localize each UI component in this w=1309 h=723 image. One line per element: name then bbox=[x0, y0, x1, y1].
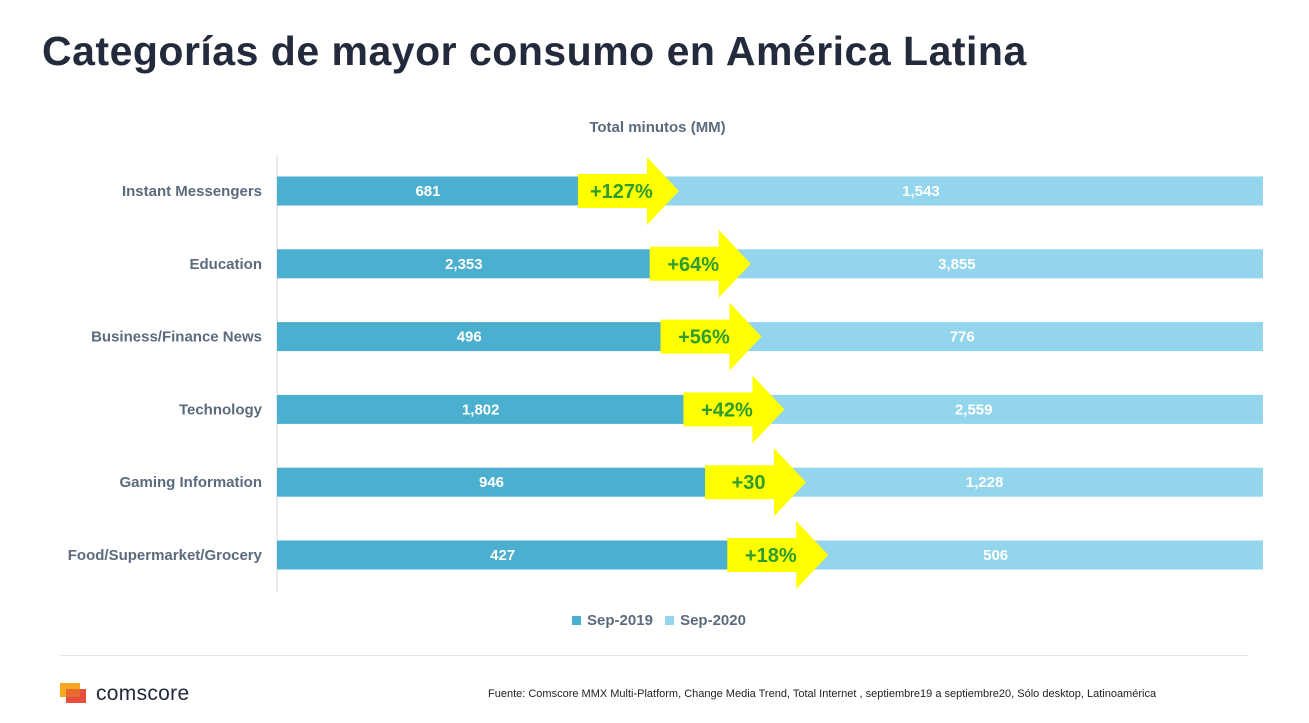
footer-divider bbox=[60, 655, 1248, 656]
value-label-sep-2020-business-finance-news: 776 bbox=[950, 329, 975, 346]
bar-sep-2020-education bbox=[650, 249, 1263, 279]
legend-label-sep-2020: Sep-2020 bbox=[680, 612, 746, 629]
bar-sep-2019-technology bbox=[277, 394, 685, 424]
growth-arrow-instant-messengers bbox=[577, 157, 679, 225]
growth-label-gaming-information: +30 bbox=[732, 472, 766, 494]
value-label-sep-2019-food-supermarket-grocery: 427 bbox=[490, 547, 515, 564]
category-label-instant-messengers: Instant Messengers bbox=[122, 183, 262, 200]
value-label-sep-2020-food-supermarket-grocery: 506 bbox=[983, 547, 1008, 564]
value-label-sep-2019-education: 2,353 bbox=[445, 256, 483, 273]
value-label-sep-2020-education: 3,855 bbox=[938, 256, 976, 273]
growth-label-food-supermarket-grocery: +18% bbox=[745, 545, 797, 567]
growth-arrow-business-finance-news bbox=[660, 302, 762, 371]
chart-legend: Sep-2019 Sep-2020 bbox=[0, 612, 1309, 629]
bar-sep-2019-gaming-information bbox=[277, 467, 707, 497]
value-label-sep-2020-technology: 2,559 bbox=[955, 401, 993, 418]
growth-label-business-finance-news: +56% bbox=[678, 327, 730, 349]
comscore-logo: comscore bbox=[60, 682, 189, 706]
value-label-sep-2019-gaming-information: 946 bbox=[479, 474, 504, 491]
page-title: Categorías de mayor consumo en América L… bbox=[42, 28, 1027, 74]
value-label-sep-2019-business-finance-news: 496 bbox=[457, 329, 482, 346]
legend-label-sep-2019: Sep-2019 bbox=[587, 612, 653, 629]
bar-sep-2019-food-supermarket-grocery bbox=[277, 540, 729, 570]
growth-arrow-technology bbox=[683, 375, 785, 444]
growth-label-instant-messengers: +127% bbox=[590, 181, 653, 203]
category-label-technology: Technology bbox=[179, 401, 263, 418]
growth-arrow-gaming-information bbox=[705, 448, 807, 517]
value-label-sep-2020-gaming-information: 1,228 bbox=[966, 474, 1004, 491]
growth-label-technology: +42% bbox=[701, 399, 753, 421]
value-label-sep-2020-instant-messengers: 1,543 bbox=[902, 183, 940, 200]
value-label-sep-2019-technology: 1,802 bbox=[462, 401, 500, 418]
bar-sep-2019-instant-messengers bbox=[277, 176, 579, 206]
growth-arrow-education bbox=[649, 229, 751, 298]
legend-item-sep-2019: Sep-2019 bbox=[572, 612, 653, 629]
legend-item-sep-2020: Sep-2020 bbox=[665, 612, 746, 629]
comscore-logo-icon bbox=[60, 683, 86, 703]
growth-label-education: +64% bbox=[667, 254, 719, 276]
category-label-food-supermarket-grocery: Food/Supermarket/Grocery bbox=[68, 547, 263, 564]
category-label-business-finance-news: Business/Finance News bbox=[91, 329, 262, 346]
legend-swatch-sep-2019 bbox=[572, 616, 582, 625]
source-note: Fuente: Comscore MMX Multi-Platform, Cha… bbox=[488, 688, 1157, 700]
growth-arrow-food-supermarket-grocery bbox=[727, 521, 829, 589]
logo-text: comscore bbox=[96, 682, 190, 705]
value-label-sep-2019-instant-messengers: 681 bbox=[415, 183, 440, 200]
legend-swatch-sep-2020 bbox=[665, 616, 675, 625]
bar-sep-2019-business-finance-news bbox=[277, 322, 662, 352]
category-label-education: Education bbox=[189, 256, 262, 273]
bar-sep-2019-education bbox=[277, 249, 651, 279]
bar-sep-2020-business-finance-news bbox=[661, 322, 1263, 352]
bar-sep-2020-instant-messengers bbox=[578, 176, 1263, 206]
chart-title: Total minutos (MM) bbox=[589, 119, 726, 136]
category-label-gaming-information: Gaming Information bbox=[120, 474, 263, 491]
